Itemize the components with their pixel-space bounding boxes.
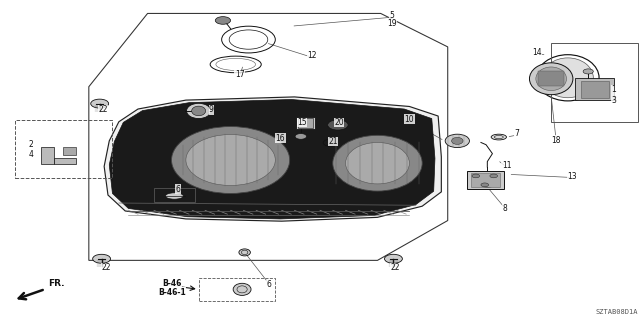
Ellipse shape [445,134,469,148]
Text: B-46: B-46 [162,279,182,288]
Bar [198,278,275,301]
Text: 9: 9 [209,105,214,114]
Text: 10: 10 [404,115,414,124]
Circle shape [93,254,111,263]
Text: 17: 17 [235,70,244,79]
Ellipse shape [186,103,211,119]
Bar [575,78,614,100]
Ellipse shape [452,137,463,144]
Text: 8: 8 [503,204,508,213]
Text: FR.: FR. [49,279,65,288]
Ellipse shape [491,134,506,140]
Ellipse shape [239,249,250,256]
Text: B-46-1: B-46-1 [158,288,186,297]
Circle shape [385,254,403,263]
Text: 11: 11 [502,161,511,170]
Polygon shape [104,97,442,221]
Circle shape [490,174,497,178]
Text: 3: 3 [611,96,616,105]
Circle shape [295,133,307,139]
Text: 2: 2 [29,140,34,149]
Text: 15: 15 [298,118,307,127]
Text: 4: 4 [29,150,34,159]
Ellipse shape [529,63,573,95]
Ellipse shape [333,135,422,191]
Text: 19: 19 [387,19,396,28]
Text: SZTAB08D1A: SZTAB08D1A [596,309,638,316]
Ellipse shape [166,193,183,199]
Ellipse shape [536,67,566,91]
Text: B-46: B-46 [163,279,180,288]
Text: 22: 22 [390,263,400,272]
Text: 13: 13 [568,172,577,181]
Text: 7: 7 [515,129,519,138]
Text: 5: 5 [389,11,394,20]
Circle shape [583,69,593,74]
Text: 22: 22 [101,263,111,272]
Text: 22: 22 [98,105,108,114]
Text: 6: 6 [176,185,180,194]
Bar [467,171,504,189]
Bar [538,71,564,86]
Polygon shape [109,100,435,219]
Text: 14: 14 [532,48,542,57]
Bar [470,173,500,188]
Text: 6: 6 [266,280,271,289]
Bar [54,158,76,164]
Ellipse shape [346,142,410,184]
Bar [298,118,313,127]
Text: 18: 18 [552,136,561,145]
Text: 20: 20 [334,118,344,127]
Text: 21: 21 [328,137,337,146]
Bar [15,120,113,179]
Text: B-46-1: B-46-1 [159,288,184,297]
Bar [63,147,76,155]
Circle shape [328,120,348,130]
Bar [580,81,609,98]
Bar [41,147,54,164]
Bar [551,43,638,123]
Text: 1: 1 [611,85,616,94]
Circle shape [472,174,479,178]
Ellipse shape [542,58,593,98]
Circle shape [91,99,109,108]
Ellipse shape [233,283,251,295]
Bar [296,117,315,129]
Circle shape [215,17,230,24]
Ellipse shape [191,106,205,116]
Text: 12: 12 [308,51,317,60]
Bar [154,188,195,202]
Circle shape [481,183,488,187]
Ellipse shape [186,134,275,186]
Text: 16: 16 [276,134,285,143]
Ellipse shape [172,126,290,194]
